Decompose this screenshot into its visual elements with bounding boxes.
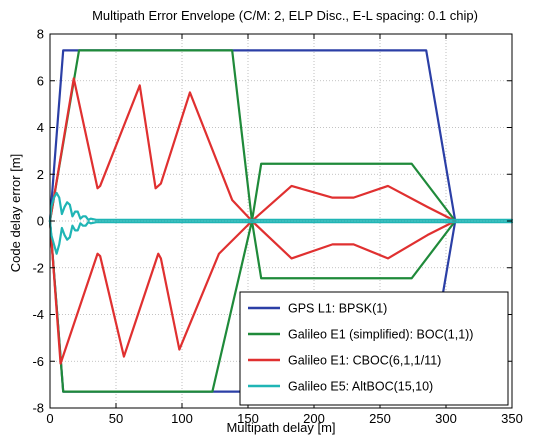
series-line-3-lower bbox=[48, 219, 457, 365]
y-axis-label: Code delay error [m] bbox=[8, 154, 23, 273]
y-tick-label: -4 bbox=[32, 307, 44, 322]
legend-label-3: Galileo E1: CBOC(6,1,1/11) bbox=[288, 354, 441, 368]
y-tick-label: 6 bbox=[37, 73, 44, 88]
tick-layer: 0 50 100 150 200 250 300 350 -8 -6 -4 -2 0 2 4 6 8 bbox=[32, 27, 522, 427]
y-tick-label: 0 bbox=[37, 214, 44, 229]
y-tick-label: -2 bbox=[32, 260, 44, 275]
x-tick-label: 100 bbox=[171, 411, 193, 426]
x-tick-label: 50 bbox=[109, 411, 123, 426]
y-tick-label: 2 bbox=[37, 167, 44, 182]
series-line-4-lower bbox=[48, 219, 514, 255]
legend-label-1: GPS L1: BPSK(1) bbox=[288, 302, 387, 316]
x-tick-label: 350 bbox=[501, 411, 523, 426]
y-tick-label: -8 bbox=[32, 401, 44, 416]
series-line-4-upper bbox=[48, 191, 514, 223]
legend-label-4: Galileo E5: AltBOC(15,10) bbox=[288, 380, 433, 394]
y-tick-label: -6 bbox=[32, 354, 44, 369]
x-tick-label: 200 bbox=[303, 411, 325, 426]
x-tick-label: 300 bbox=[435, 411, 457, 426]
legend-label-2: Galileo E1 (simplified): BOC(1,1)) bbox=[288, 328, 473, 342]
legend: GPS L1: BPSK(1) Galileo E1 (simplified): … bbox=[239, 291, 509, 406]
legend-box bbox=[239, 291, 509, 406]
chart-title: Multipath Error Envelope (C/M: 2, ELP Di… bbox=[92, 8, 478, 23]
series-line-1-upper bbox=[48, 49, 457, 223]
y-tick-label: 4 bbox=[37, 120, 44, 135]
x-tick-label: 150 bbox=[237, 411, 259, 426]
y-tick-label: 8 bbox=[37, 27, 44, 42]
x-tick-label: 0 bbox=[46, 411, 53, 426]
x-axis-label: Multipath delay [m] bbox=[226, 420, 335, 435]
x-tick-label: 250 bbox=[369, 411, 391, 426]
series-line-3-upper bbox=[48, 77, 457, 223]
